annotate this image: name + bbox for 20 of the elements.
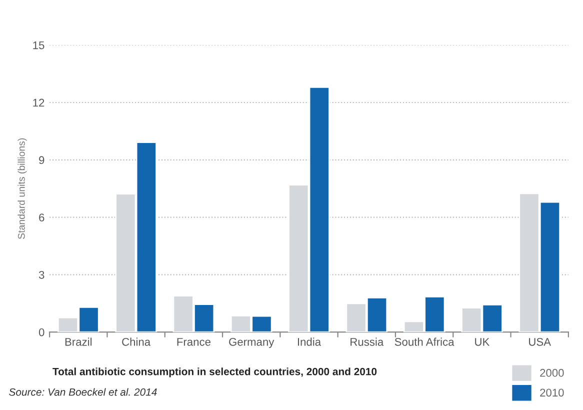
x-tick-label: China [122,338,151,346]
y-tick-label: 12 [33,98,44,107]
legend-label: 2010 [540,388,564,397]
x-tick-label: South Africa [394,338,454,346]
y-tick-label: 0 [38,328,44,336]
source-note: Source: Van Boeckel et al. 2014 [9,388,157,396]
x-tick-label: France [177,338,210,346]
x-tick-label: Russia [350,338,384,346]
x-tick-label: Brazil [65,338,92,346]
x-tick-label: USA [529,338,551,346]
x-tick-label: Germany [229,338,274,348]
text: Total antibiotic consumption in selected countries, 2000 and 2010 [52,368,377,378]
y-axis-title: Standard units (billions) [18,138,27,239]
y-tick-label: 15 [33,41,44,50]
legend-label: 2000 [540,368,564,377]
y-tick-label: 3 [38,270,44,279]
y-tick-label: 9 [39,156,44,164]
x-tick-label: UK [475,338,490,346]
y-tick-label: 6 [39,214,44,222]
x-tick-label: India [298,338,322,346]
